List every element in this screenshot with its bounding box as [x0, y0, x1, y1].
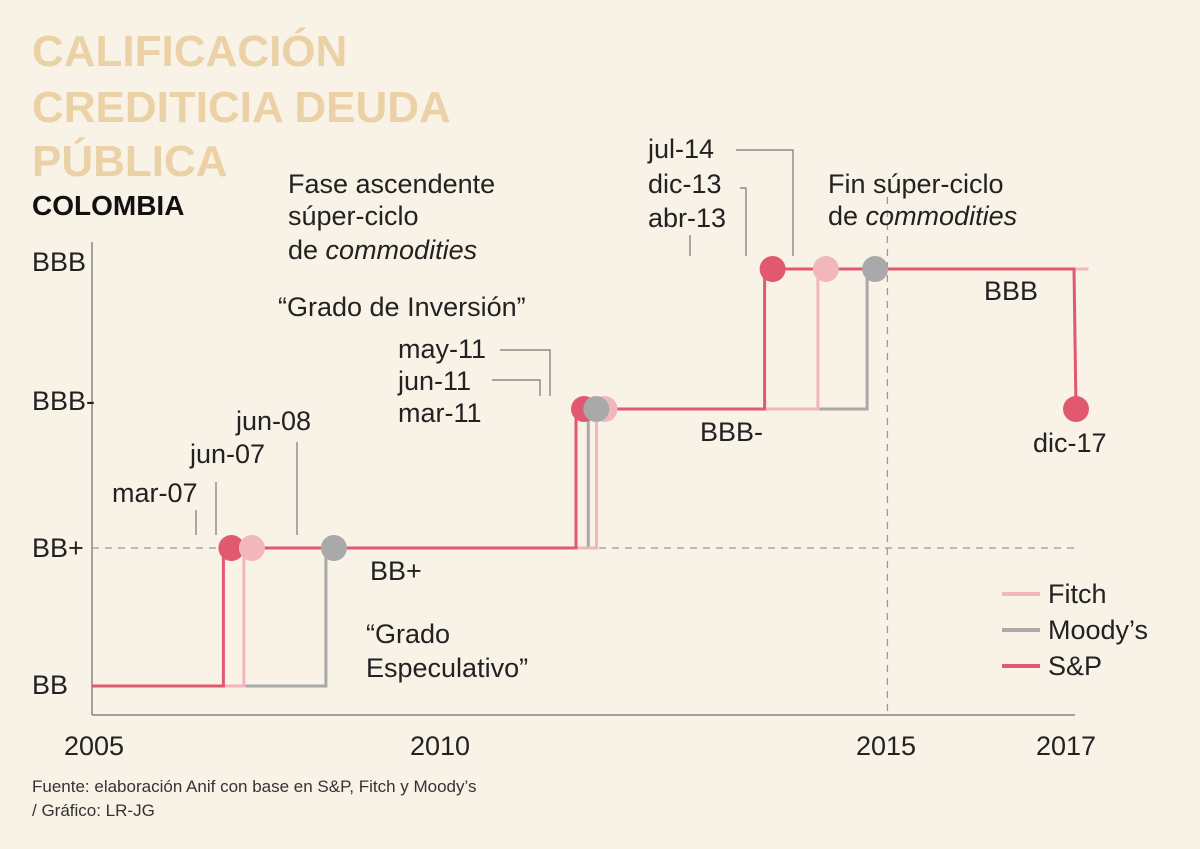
date-label-jul-14: jul-14: [647, 134, 714, 164]
x-tick-2005: 2005: [64, 731, 124, 761]
phase-up-line-1: Fase ascendente: [288, 169, 495, 199]
marker-sp-abr-13: [759, 256, 786, 282]
date-label-jun-07: jun-07: [189, 439, 265, 469]
date-label-jun-08: jun-08: [235, 406, 311, 436]
marker-fitch-dic-13: [812, 256, 839, 282]
speculative-line-2: Especulativo”: [366, 653, 528, 683]
date-label-mar-11: mar-11: [398, 398, 482, 428]
date-label-abr-13: abr-13: [648, 203, 726, 233]
phase-up-line-2: súper-ciclo: [288, 201, 419, 231]
y-tick-bbb: BBB: [32, 247, 86, 277]
date-label-jun-11: jun-11: [397, 366, 471, 396]
level-label-bbb-minus: BBB-: [700, 417, 763, 447]
y-tick-bb-plus: BB+: [32, 533, 84, 563]
legend: Fitch Moody’s S&P: [1002, 579, 1148, 681]
phase-up-commodities: commodities: [326, 235, 478, 265]
series-lines: [92, 267, 1089, 688]
chart-subtitle: COLOMBIA: [32, 190, 184, 221]
level-label-bb-plus: BB+: [370, 556, 422, 586]
level-label-bbb: BBB: [984, 276, 1038, 306]
marker-moodys-jun-08: [320, 535, 347, 561]
chart-title-line-2: CREDITICIA DEUDA: [32, 83, 451, 132]
leader-jul-14: [736, 149, 794, 256]
leader-may-11: [500, 349, 551, 396]
phase-end-line-2: de commodities: [828, 201, 1017, 231]
y-tick-bb: BB: [32, 670, 68, 700]
speculative-line-1: “Grado: [366, 619, 450, 649]
date-label-mar-07: mar-07: [112, 478, 198, 508]
date-label-may-11: may-11: [398, 334, 486, 364]
x-tick-2010: 2010: [410, 731, 470, 761]
date-label-dic-17: dic-17: [1033, 428, 1107, 458]
marker-moodys-jul-14: [862, 256, 889, 282]
x-tick-2017: 2017: [1036, 731, 1096, 761]
marker-sp-mar-07: [218, 535, 245, 561]
series-line-moodys: [92, 267, 1089, 688]
x-tick-2015: 2015: [856, 731, 916, 761]
source-line-2: / Gráfico: LR-JG: [32, 801, 155, 820]
legend-label-moodys: Moody’s: [1048, 615, 1148, 645]
marker-sp-dic-17: [1063, 396, 1089, 422]
legend-label-fitch: Fitch: [1048, 579, 1107, 609]
series-line-sp: [92, 267, 1078, 688]
phase-end-commodities: commodities: [866, 201, 1018, 231]
legend-label-sp: S&P: [1048, 651, 1102, 681]
leader-dic-13: [740, 187, 747, 256]
marker-fitch-jun-07: [238, 535, 265, 561]
chart-title-line-1: CALIFICACIÓN: [32, 26, 347, 76]
phase-up-line-3: de commodities: [288, 235, 477, 265]
date-label-dic-13: dic-13: [648, 169, 722, 199]
phase-end-line-1: Fin súper-ciclo: [828, 169, 1004, 199]
marker-moodys-may-11: [583, 396, 610, 422]
series-line-fitch: [92, 267, 1089, 688]
investment-grade-label: “Grado de Inversión”: [278, 292, 526, 322]
chart-title-line-3: PÚBLICA: [32, 136, 228, 186]
phase-up-de: de: [288, 235, 326, 265]
date-leader-lines: [195, 149, 794, 535]
rating-markers: [218, 256, 1089, 561]
leader-jun-11: [492, 379, 541, 396]
source-line-1: Fuente: elaboración Anif con base en S&P…: [32, 777, 476, 796]
y-tick-bbb-minus: BBB-: [32, 386, 95, 416]
phase-end-de: de: [828, 201, 866, 231]
